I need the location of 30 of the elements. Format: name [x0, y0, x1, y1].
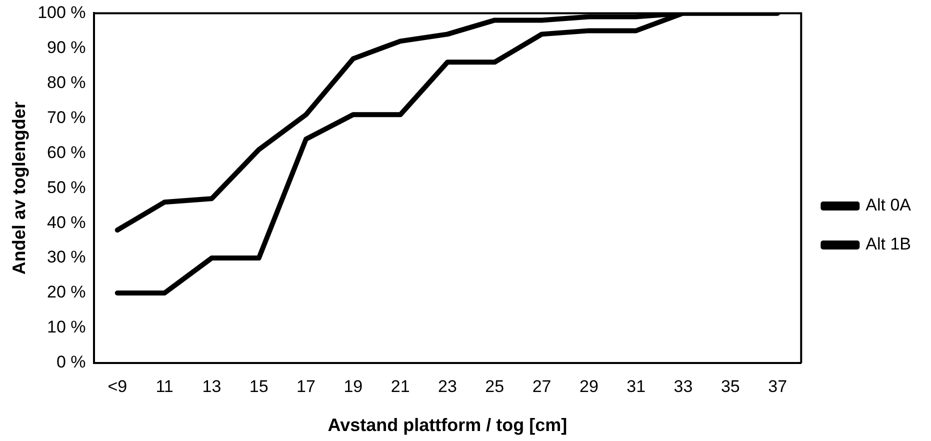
x-tick-label: 15 — [249, 376, 268, 396]
x-tick-label: 19 — [344, 376, 363, 396]
x-tick-label: 23 — [438, 376, 457, 396]
x-axis-title: Avstand plattform / tog [cm] — [328, 415, 568, 436]
x-tick-label: 31 — [626, 376, 646, 396]
y-tick-label: 40 % — [47, 212, 86, 232]
x-tick-label: 29 — [579, 376, 598, 396]
x-tick-label: 27 — [532, 376, 552, 396]
y-tick-label: 0 % — [56, 352, 86, 372]
x-tick-label: 11 — [156, 376, 174, 396]
x-tick-label: 17 — [296, 376, 316, 396]
y-tick-label: 80 % — [47, 72, 86, 92]
y-tick-label: 30 % — [47, 248, 86, 267]
y-tick-label: 100 % — [38, 2, 86, 22]
y-tick-label: 20 % — [47, 282, 86, 302]
y-tick-label: 90 % — [47, 38, 86, 57]
x-tick-label: 35 — [720, 376, 740, 396]
y-axis-title: Andel av toglengder — [8, 102, 29, 275]
x-tick-label: 25 — [485, 376, 504, 396]
x-tick-label: 33 — [674, 376, 693, 396]
x-tick-label: 37 — [768, 376, 788, 396]
x-tick-label: <9 — [108, 376, 128, 396]
x-tick-label: 21 — [390, 376, 410, 396]
legend-label: Alt 0A — [866, 196, 912, 215]
x-tick-label: 13 — [202, 376, 222, 396]
y-tick-label: 50 % — [47, 178, 86, 197]
y-tick-label: 60 % — [47, 142, 86, 162]
y-tick-label: 10 % — [47, 318, 86, 337]
y-tick-label: 70 % — [47, 108, 86, 127]
legend-label: Alt 1B — [866, 234, 912, 254]
